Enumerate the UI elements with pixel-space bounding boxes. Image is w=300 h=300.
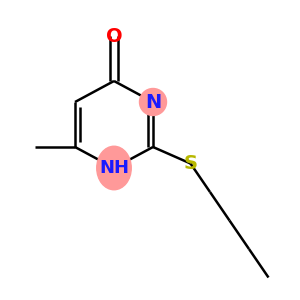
Text: N: N (145, 92, 161, 112)
Ellipse shape (140, 88, 166, 116)
Text: S: S (184, 154, 197, 173)
Text: O: O (106, 26, 122, 46)
Ellipse shape (97, 146, 131, 190)
Text: NH: NH (99, 159, 129, 177)
